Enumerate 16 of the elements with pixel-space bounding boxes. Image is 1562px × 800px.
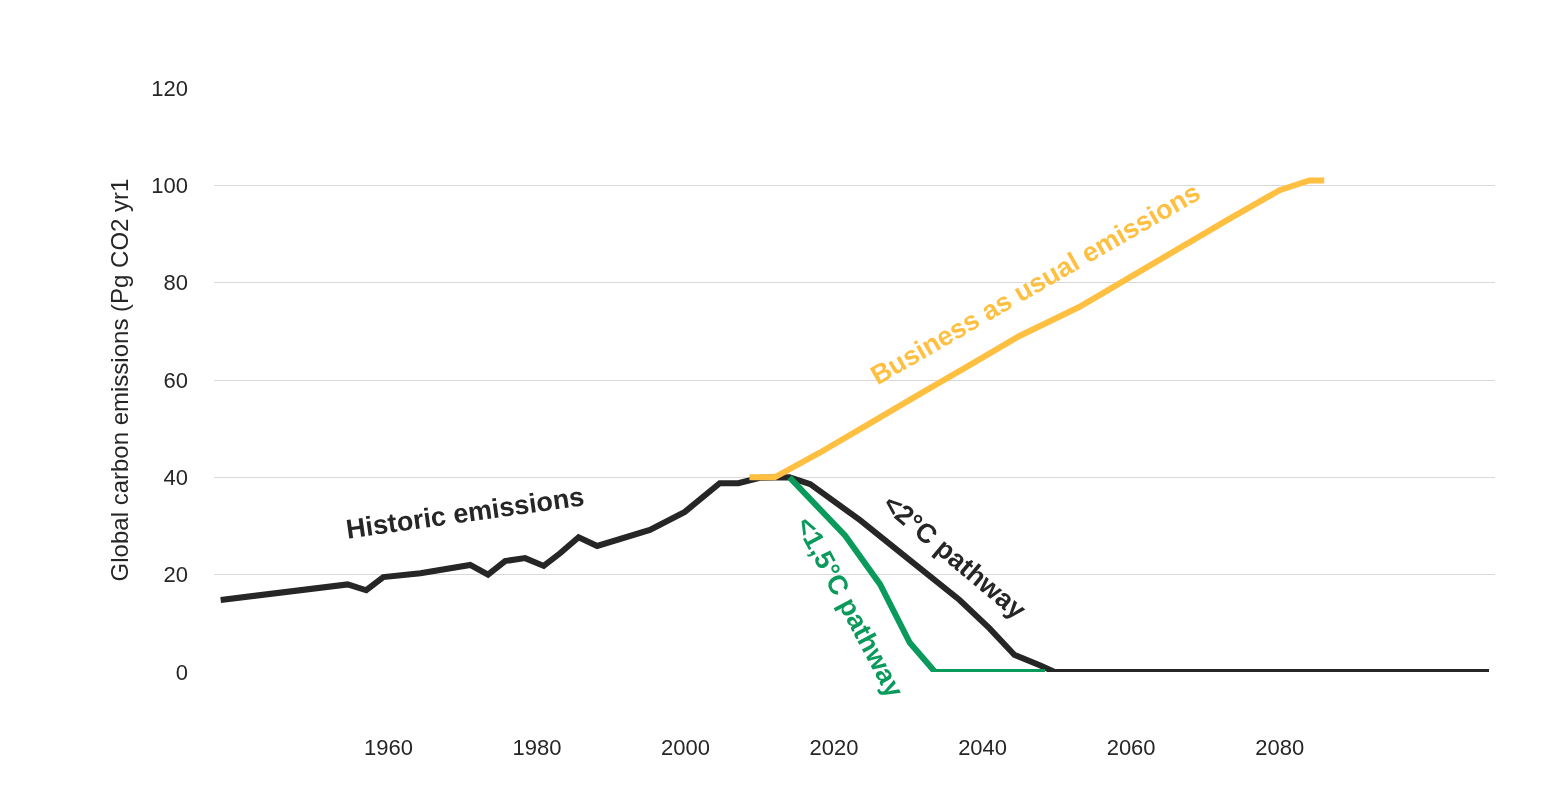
x-tick-label: 2060 xyxy=(1106,735,1156,760)
y-tick-label: 20 xyxy=(163,562,188,588)
x-tick-label: 2040 xyxy=(958,735,1008,760)
y-tick-label: 60 xyxy=(163,367,188,393)
x-tick-label: 2020 xyxy=(809,735,859,760)
x-tick-label: 2000 xyxy=(661,735,711,760)
x-tick-label: 1980 xyxy=(512,735,562,760)
y-tick-label: 100 xyxy=(151,173,188,199)
y-tick-label: 80 xyxy=(163,270,188,296)
y-tick-label: 0 xyxy=(175,659,188,685)
x-tick-label: 1960 xyxy=(364,735,413,760)
y-axis-title: Global carbon emissions (Pg CO2 yr1 xyxy=(106,178,134,582)
y-tick-label: 40 xyxy=(163,465,188,491)
text: Historic emissions xyxy=(344,481,586,545)
y-tick-label: 120 xyxy=(151,75,188,101)
x-tick-label: 2080 xyxy=(1255,735,1305,760)
